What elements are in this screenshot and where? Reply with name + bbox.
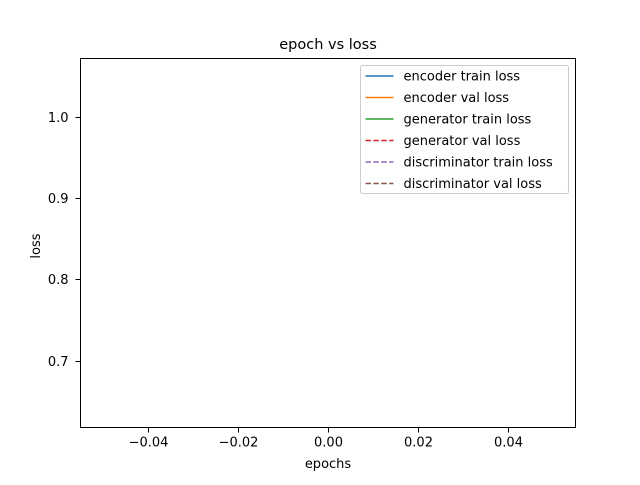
legend-label: generator train loss bbox=[404, 113, 532, 128]
x-tick-label: 0.02 bbox=[404, 436, 433, 451]
legend-label: encoder val loss bbox=[404, 91, 510, 106]
chart-title: epoch vs loss bbox=[279, 37, 377, 53]
legend-label: encoder train loss bbox=[404, 70, 521, 85]
y-tick-label: 1.0 bbox=[48, 111, 69, 126]
legend-label: discriminator train loss bbox=[404, 156, 553, 171]
x-tick-label: 0.00 bbox=[314, 436, 343, 451]
plot-frame bbox=[80, 58, 576, 428]
x-axis-label: epochs bbox=[305, 457, 352, 472]
y-axis-label: loss bbox=[29, 233, 44, 258]
legend-box bbox=[360, 65, 569, 194]
legend-label: generator val loss bbox=[404, 134, 521, 149]
ticks-layer: −0.04 −0.02 0.00 0.02 0.04 0.7 0.8 0.9 1.0 bbox=[48, 111, 523, 451]
legend: encoder train loss encoder val loss genera… bbox=[360, 65, 569, 194]
x-tick-label: −0.04 bbox=[129, 436, 169, 451]
legend-label: discriminator val loss bbox=[404, 177, 542, 192]
x-tick-label: −0.02 bbox=[219, 436, 259, 451]
x-tick-label: 0.04 bbox=[494, 436, 523, 451]
y-tick-label: 0.8 bbox=[48, 273, 69, 288]
y-tick-label: 0.7 bbox=[48, 355, 69, 370]
y-tick-label: 0.9 bbox=[48, 192, 69, 207]
